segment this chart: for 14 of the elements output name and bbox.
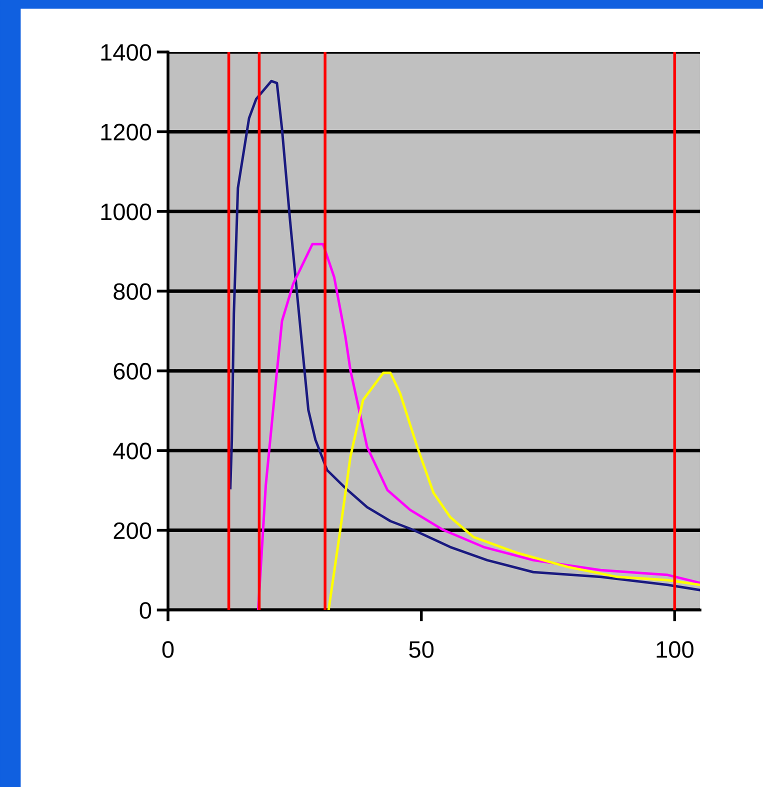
- y-tick-label: 1400: [101, 44, 152, 61]
- y-tick-label: 0: [140, 602, 152, 619]
- x-tick-label: 100: [656, 641, 694, 658]
- y-tick-label: 600: [114, 362, 152, 380]
- line-series: [327, 372, 700, 610]
- line-series: [229, 80, 700, 592]
- x-tick-label: 50: [409, 641, 434, 658]
- y-tick-label: 400: [113, 442, 152, 460]
- y-tick-label: 1200: [101, 124, 152, 140]
- y-tick-label: 1000: [101, 203, 152, 220]
- y-tick-label: 200: [114, 522, 152, 540]
- y-tick-label: 800: [114, 283, 152, 300]
- line-series: [256, 242, 700, 610]
- x-tick-label: 0: [162, 641, 174, 658]
